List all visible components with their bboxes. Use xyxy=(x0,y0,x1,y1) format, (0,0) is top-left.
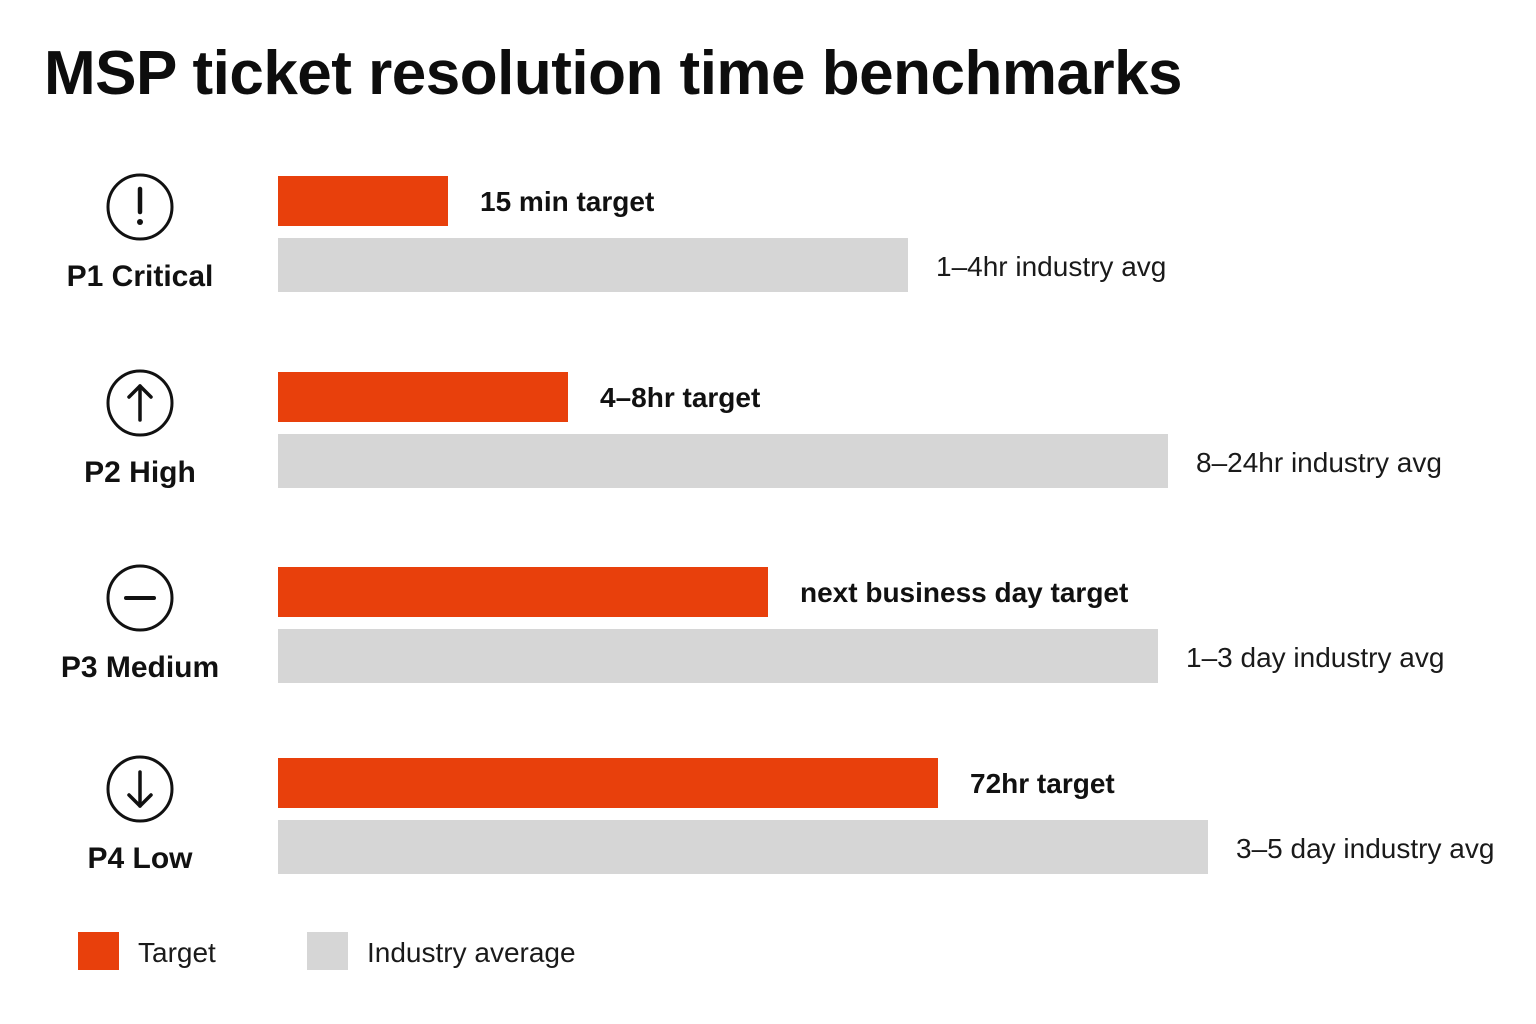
legend-item: Industry average xyxy=(307,932,576,970)
legend-label: Industry average xyxy=(367,937,576,968)
legend-item: Target xyxy=(78,932,216,970)
category-label: P4 Low xyxy=(87,842,193,875)
target-bar xyxy=(278,372,568,422)
target-bar-label: 4–8hr target xyxy=(600,382,760,413)
industry-bar xyxy=(278,629,1158,683)
exclamation-circle-icon xyxy=(106,173,174,241)
legend: Target Industry average xyxy=(78,932,576,970)
industry-bar xyxy=(278,238,908,292)
category-group: P1 Critical 15 min target 1–4hr industry a… xyxy=(67,173,1166,293)
category-label: P1 Critical xyxy=(67,260,214,293)
legend-swatch xyxy=(307,932,348,970)
legend-swatch xyxy=(78,932,119,970)
industry-bar xyxy=(278,820,1208,874)
target-bar xyxy=(278,567,768,617)
arrow-down-circle-icon xyxy=(106,755,174,823)
industry-bar-label: 1–3 day industry avg xyxy=(1186,642,1444,673)
chart-title: MSP ticket resolution time benchmarks xyxy=(44,39,1183,108)
target-bar-label: 72hr target xyxy=(970,768,1115,799)
target-bar-label: 15 min target xyxy=(480,186,654,217)
industry-bar-label: 1–4hr industry avg xyxy=(936,251,1166,282)
minus-circle-icon xyxy=(106,564,174,632)
category-label: P2 High xyxy=(84,456,196,489)
industry-bar-label: 8–24hr industry avg xyxy=(1196,447,1442,478)
category-label: P3 Medium xyxy=(61,651,219,684)
industry-bar-label: 3–5 day industry avg xyxy=(1236,833,1494,864)
legend-label: Target xyxy=(138,937,216,968)
arrow-up-circle-icon xyxy=(106,369,174,437)
category-group: P2 High 4–8hr target 8–24hr industry avg xyxy=(84,369,1442,489)
industry-bar xyxy=(278,434,1168,488)
category-group: P3 Medium next business day target 1–3 day… xyxy=(61,564,1444,684)
target-bar xyxy=(278,758,938,808)
category-group: P4 Low 72hr target 3–5 day industry avg xyxy=(87,755,1494,875)
target-bar-label: next business day target xyxy=(800,577,1128,608)
target-bar xyxy=(278,176,448,226)
